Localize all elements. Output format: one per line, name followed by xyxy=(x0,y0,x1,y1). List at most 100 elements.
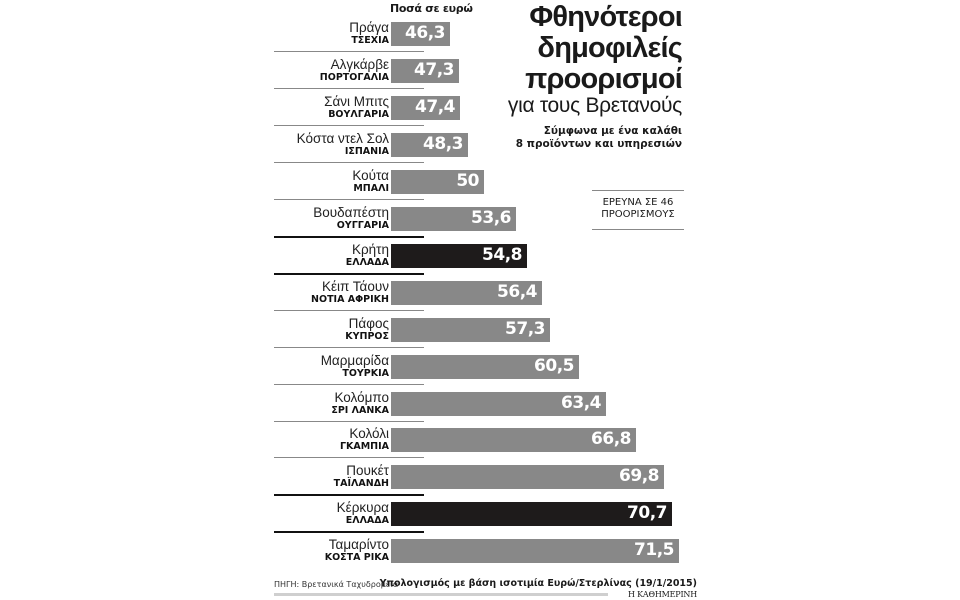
bar-value-label: 57,3 xyxy=(505,318,545,339)
row-label: Βουδαπέστη ΟΥΓΓΑΡΙΑ xyxy=(313,205,389,232)
bar-value-label: 46,3 xyxy=(405,23,445,43)
bar-value-label: 63,4 xyxy=(561,392,601,413)
bar: 48,3 xyxy=(391,132,468,157)
country-name: ΕΛΛΑΔΑ xyxy=(345,515,389,527)
bar-row: Βουδαπέστη ΟΥΓΓΑΡΙΑ 53,6 xyxy=(274,205,694,242)
bar-highlighted: 54,8 xyxy=(391,243,527,268)
bar-value-label: 71,5 xyxy=(634,540,674,561)
chart-title-line-1: Φθηνότεροι xyxy=(529,1,682,33)
bar-row: Πράγα ΤΣΕΧΙΑ 46,3 xyxy=(274,20,694,57)
country-name: ΚΟΣΤΑ ΡΙΚΑ xyxy=(324,552,389,564)
bar-row: Πουκέτ ΤΑΪΛΑΝΔΗ 69,8 xyxy=(274,463,694,500)
row-label: Σάνι Μπιτς ΒΟΥΛΓΑΡΙΑ xyxy=(324,94,389,121)
row-separator xyxy=(274,420,424,422)
city-name: Κολόλι xyxy=(349,426,389,442)
bar-highlighted: 70,7 xyxy=(391,502,672,527)
city-name: Κόστα ντελ Σολ xyxy=(296,130,389,146)
country-name: ΤΟΥΡΚΙΑ xyxy=(342,367,389,379)
bar: 57,3 xyxy=(391,317,550,342)
chart-title-line-2: δημοφιλείς xyxy=(537,32,682,64)
basket-note-line-2: 8 προϊόντων και υπηρεσιών xyxy=(515,138,682,150)
bar-row: Κόστα ντελ Σολ ΙΣΠΑΝΙΑ 48,3 xyxy=(274,131,694,168)
row-label: Κούτα ΜΠΑΛΙ xyxy=(352,168,389,195)
row-separator xyxy=(274,383,424,385)
country-name: ΓΚΑΜΠΙΑ xyxy=(339,441,389,453)
brand-label: Η ΚΑΘΗΜΕΡΙΝΗ xyxy=(628,590,697,599)
city-name: Σάνι Μπιτς xyxy=(324,93,389,109)
city-name: Πάφος xyxy=(348,315,389,331)
bar-row: Κολόμπο ΣΡΙ ΛΑΝΚΑ 63,4 xyxy=(274,390,694,427)
city-name: Πουκέτ xyxy=(346,463,389,479)
row-label: Κόστα ντελ Σολ ΙΣΠΑΝΙΑ xyxy=(297,131,389,158)
city-name: Κέρκυρα xyxy=(336,500,389,516)
country-name: ΒΟΥΛΓΑΡΙΑ xyxy=(328,108,389,120)
row-label: Κολόλι ΓΚΑΜΠΙΑ xyxy=(340,426,389,453)
city-name: Κολόμπο xyxy=(334,389,389,405)
units-label: Ποσά σε ευρώ xyxy=(390,2,473,15)
bar-row: Κούτα ΜΠΑΛΙ 50 xyxy=(274,168,694,205)
bar: 56,4 xyxy=(391,280,542,305)
bar-row: Κέρκυρα ΕΛΛΑΔΑ 70,7 xyxy=(274,500,694,537)
bar-row: Κρήτη ΕΛΛΑΔΑ 54,8 xyxy=(274,242,694,279)
city-name: Κρήτη xyxy=(351,241,389,257)
country-name: ΟΥΓΓΑΡΙΑ xyxy=(336,219,389,231)
row-separator xyxy=(274,309,424,311)
footer-rule xyxy=(274,593,608,596)
row-separator xyxy=(274,457,424,459)
city-name: Κούτα xyxy=(352,167,389,183)
bar: 46,3 xyxy=(391,22,450,46)
city-name: Ταμαρίντο xyxy=(328,537,389,553)
bar: 53,6 xyxy=(391,206,516,231)
chart-subtitle: για τους Βρετανούς xyxy=(507,94,682,117)
bar: 69,8 xyxy=(391,465,664,490)
bar: 71,5 xyxy=(391,539,679,564)
bar-value-label: 50 xyxy=(456,170,479,191)
country-name: ΕΛΛΑΔΑ xyxy=(345,256,389,268)
row-separator xyxy=(274,272,424,275)
bar-value-label: 47,4 xyxy=(415,96,455,117)
city-name: Αλγκάρβε xyxy=(330,56,389,72)
bar-row: Μαρμαρίδα ΤΟΥΡΚΙΑ 60,5 xyxy=(274,353,694,390)
bar-value-label: 60,5 xyxy=(534,355,574,376)
row-separator xyxy=(274,346,424,348)
country-name: ΤΑΪΛΑΝΔΗ xyxy=(333,478,389,490)
calculation-note: Υπολογισμός με βάση ισοτιμία Ευρώ/Στερλί… xyxy=(379,578,697,589)
row-separator xyxy=(274,235,424,238)
row-separator xyxy=(274,161,424,163)
row-separator xyxy=(274,124,424,126)
row-label: Κολόμπο ΣΡΙ ΛΑΝΚΑ xyxy=(331,390,389,417)
bar-row: Αλγκάρβε ΠΟΡΤΟΓΑΛΙΑ 47,3 xyxy=(274,57,694,94)
row-separator xyxy=(274,494,424,497)
row-label: Πουκέτ ΤΑΪΛΑΝΔΗ xyxy=(334,463,389,490)
country-name: ΣΡΙ ΛΑΝΚΑ xyxy=(331,404,389,416)
row-separator xyxy=(274,87,424,89)
country-name: ΠΟΡΤΟΓΑΛΙΑ xyxy=(319,71,389,83)
survey-note-line-1: ΕΡΕΥΝΑ ΣΕ 46 xyxy=(602,197,674,208)
row-label: Κέρκυρα ΕΛΛΑΔΑ xyxy=(337,500,389,527)
bar: 50 xyxy=(391,169,484,194)
row-separator xyxy=(274,531,424,534)
bar-row: Ταμαρίντο ΚΟΣΤΑ ΡΙΚΑ 71,5 xyxy=(274,537,694,574)
row-label: Πάφος ΚΥΠΡΟΣ xyxy=(345,316,389,343)
bar-value-label: 69,8 xyxy=(619,466,659,487)
country-name: ΚΥΠΡΟΣ xyxy=(345,330,389,342)
row-separator xyxy=(274,198,424,200)
bar-row: Πάφος ΚΥΠΡΟΣ 57,3 xyxy=(274,316,694,353)
row-label: Ταμαρίντο ΚΟΣΤΑ ΡΙΚΑ xyxy=(325,537,389,564)
bar-value-label: 53,6 xyxy=(471,207,511,228)
row-label: Μαρμαρίδα ΤΟΥΡΚΙΑ xyxy=(321,353,389,380)
bar-value-label: 56,4 xyxy=(497,281,537,302)
city-name: Βουδαπέστη xyxy=(313,204,389,220)
city-name: Μαρμαρίδα xyxy=(320,352,389,368)
source-note: ΠΗΓΗ: Βρετανικά Ταχυδρομεία xyxy=(274,580,399,589)
row-label: Κρήτη ΕΛΛΑΔΑ xyxy=(346,242,389,269)
country-name: ΜΠΑΛΙ xyxy=(353,182,389,194)
bar-row: Κέιπ Τάουν ΝΟΤΙΑ ΑΦΡΙΚΗ 56,4 xyxy=(274,279,694,316)
bar-value-label: 66,8 xyxy=(591,429,631,450)
bar-value-label: 48,3 xyxy=(423,133,463,154)
row-separator xyxy=(274,51,424,52)
city-name: Πράγα xyxy=(349,20,389,35)
bar: 66,8 xyxy=(391,428,636,453)
country-name: ΙΣΠΑΝΙΑ xyxy=(344,145,389,157)
row-label: Πράγα ΤΣΕΧΙΑ xyxy=(349,20,389,47)
